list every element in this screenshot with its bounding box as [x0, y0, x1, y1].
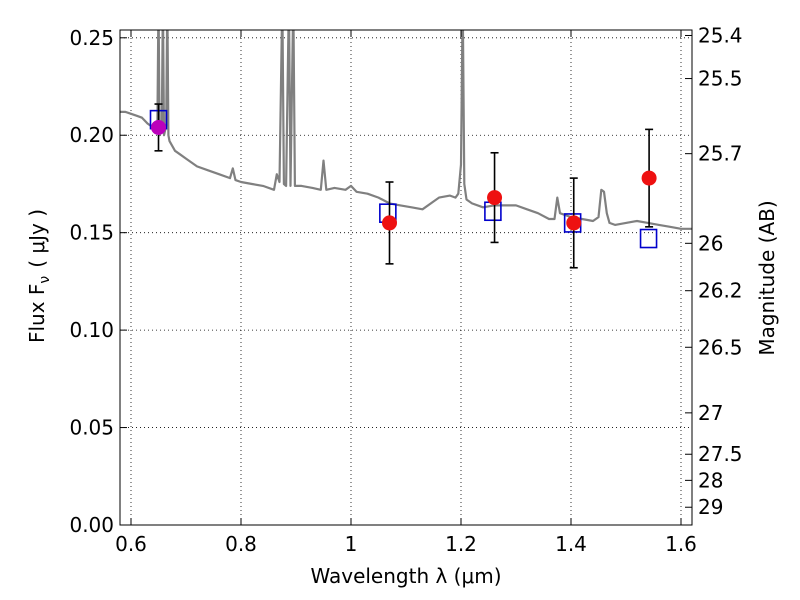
- y2-tick-label: 25.7: [698, 142, 743, 166]
- x-tick-label: 1.4: [555, 532, 587, 556]
- y-tick-label: 0.10: [69, 318, 114, 342]
- y2-tick-label: 25.5: [698, 67, 743, 91]
- svg-text:Flux Fν( μJy ): Flux Fν ( μJy ): [25, 209, 53, 343]
- y2-axis-label: Magnitude (AB): [755, 200, 779, 355]
- y-axis-label: Flux Fν ( μJy ): [25, 209, 53, 343]
- spectrum-line: [120, 30, 692, 230]
- y2-tick-label: 25.4: [698, 23, 743, 47]
- x-tick-label: 0.8: [225, 532, 257, 556]
- y-axis: 0.00 0.05 0.10 0.15 0.20 0.25: [69, 26, 127, 537]
- x-axis: 0.6 0.8 1 1.2 1.4 1.6: [115, 30, 697, 556]
- y-tick-label: 0.05: [69, 416, 114, 440]
- y-tick-label: 0.00: [69, 513, 114, 537]
- y2-tick-label: 26: [698, 231, 723, 255]
- data-point: [487, 190, 503, 206]
- x-tick-label: 0.6: [115, 532, 147, 556]
- y2-tick-label: 28: [698, 468, 723, 492]
- y2-tick-label: 26.5: [698, 335, 743, 359]
- y-tick-label: 0.25: [69, 26, 114, 50]
- y-axis-label-subscript: ν: [37, 276, 53, 284]
- plot-clip-group: [120, 30, 692, 269]
- x-tick-label: 1.6: [665, 532, 697, 556]
- plot-frame: [119, 29, 693, 526]
- y-axis-label-text: Flux F: [25, 284, 49, 343]
- data-point: [382, 215, 397, 231]
- plot-area: [120, 30, 692, 269]
- model-square-marker: [639, 228, 658, 249]
- x-tick-label: 1.2: [445, 532, 477, 556]
- y-tick-label: 0.15: [69, 221, 114, 245]
- y2-tick-label: 29: [698, 495, 723, 519]
- y2-tick-label: 26.2: [698, 279, 743, 303]
- data-point: [566, 215, 582, 231]
- y2-tick-label: 27: [698, 401, 723, 425]
- grid: [120, 30, 692, 526]
- data-point: [641, 170, 657, 186]
- y2-tick-label: 27.5: [698, 442, 743, 466]
- y2-axis: 25.4 25.5 25.7 26 26.2 26.5 27 27.528 29: [685, 23, 743, 519]
- y-tick-label: 0.20: [69, 123, 114, 147]
- x-tick-label: 1: [345, 532, 358, 556]
- data-point: [151, 119, 166, 135]
- x-axis-label: Wavelength λ (μm): [310, 564, 501, 588]
- y-axis-label-unit: ( μJy ): [25, 209, 49, 268]
